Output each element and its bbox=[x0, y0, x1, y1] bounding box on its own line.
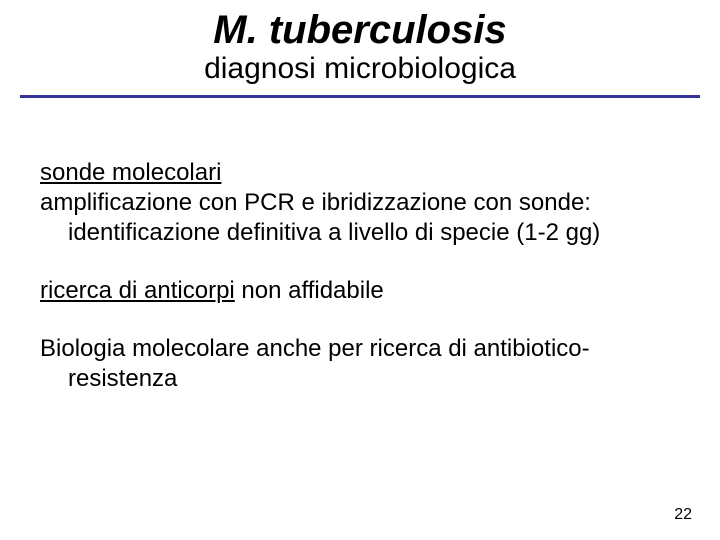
paragraph-sonde: sonde molecolari amplificazione con PCR … bbox=[40, 158, 680, 248]
paragraph-biologia-molecolare: Biologia molecolare anche per ricerca di… bbox=[40, 334, 680, 394]
text-amplificazione: amplificazione con PCR e ibridizzazione … bbox=[40, 188, 680, 248]
heading-sonde-molecolari: sonde molecolari bbox=[40, 158, 680, 188]
page-number: 22 bbox=[674, 506, 692, 524]
heading-ricerca-anticorpi: ricerca di anticorpi bbox=[40, 277, 235, 304]
slide-title: M. tuberculosis bbox=[0, 8, 720, 52]
text-non-affidabile: non affidabile bbox=[235, 277, 384, 304]
paragraph-anticorpi: ricerca di anticorpi non affidabile bbox=[40, 276, 680, 306]
slide-subtitle: diagnosi microbiologica bbox=[0, 52, 720, 85]
slide: M. tuberculosis diagnosi microbiologica … bbox=[0, 0, 720, 540]
slide-body: sonde molecolari amplificazione con PCR … bbox=[0, 98, 720, 394]
slide-header: M. tuberculosis diagnosi microbiologica bbox=[0, 0, 720, 85]
